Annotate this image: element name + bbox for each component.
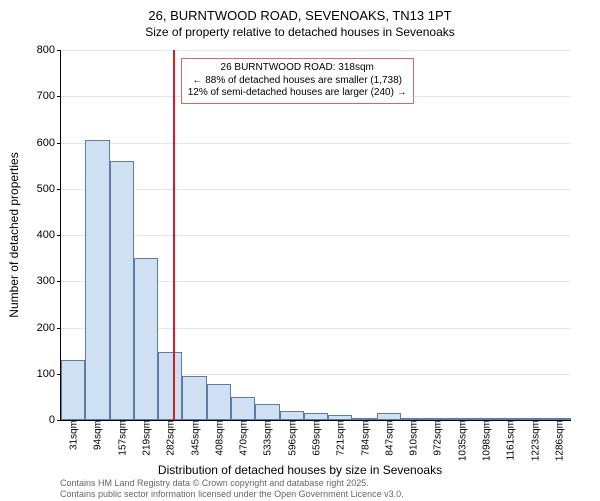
histogram-bar [304,413,328,420]
histogram-bar [182,376,206,420]
x-tick-label: 345sqm [188,420,201,456]
y-tick-label: 100 [37,368,61,380]
x-tick-label: 847sqm [382,420,395,456]
x-tick-label: 282sqm [164,420,177,456]
histogram-bar [158,352,182,420]
histogram-bar [231,397,255,420]
chart-container: 26, BURNTWOOD ROAD, SEVENOAKS, TN13 1PT … [0,0,600,500]
grid-line [61,50,571,51]
marker-line [173,50,175,420]
x-tick-label: 596sqm [285,420,298,456]
histogram-bar [110,161,134,420]
histogram-bar [85,140,109,420]
x-tick-label: 157sqm [115,420,128,456]
y-tick-label: 800 [37,44,61,56]
y-tick-label: 700 [37,90,61,102]
histogram-bar [61,360,85,420]
grid-line [61,235,571,236]
x-tick-label: 1098sqm [480,420,493,461]
x-tick-label: 470sqm [237,420,250,456]
y-tick-label: 400 [37,229,61,241]
x-tick-label: 1223sqm [528,420,541,461]
x-tick-label: 31sqm [67,420,80,450]
y-axis-title: Number of detached properties [7,152,21,317]
y-tick-label: 200 [37,322,61,334]
x-tick-label: 784sqm [358,420,371,456]
y-tick-label: 500 [37,183,61,195]
y-tick-label: 0 [49,414,61,426]
histogram-bar [280,411,304,420]
histogram-bar [377,413,401,420]
x-tick-label: 1286sqm [552,420,565,461]
x-tick-label: 219sqm [140,420,153,456]
histogram-bar [255,404,279,420]
annotation-line: 26 BURNTWOOD ROAD: 318sqm [188,62,407,75]
x-tick-label: 533sqm [261,420,274,456]
x-tick-label: 972sqm [431,420,444,456]
footer-line-2: Contains public sector information licen… [60,489,404,500]
footer-text: Contains HM Land Registry data © Crown c… [60,478,404,501]
chart-subtitle: Size of property relative to detached ho… [0,25,600,39]
y-tick-label: 300 [37,275,61,287]
x-tick-label: 408sqm [212,420,225,456]
x-tick-label: 1035sqm [455,420,468,461]
annotation-line: ← 88% of detached houses are smaller (1,… [188,75,407,88]
histogram-bar [134,258,158,420]
x-tick-label: 659sqm [310,420,323,456]
x-tick-label: 721sqm [334,420,347,456]
grid-line [61,143,571,144]
histogram-bar [207,384,231,420]
grid-line [61,189,571,190]
annotation-box: 26 BURNTWOOD ROAD: 318sqm← 88% of detach… [181,58,414,104]
x-tick-label: 1161sqm [504,420,517,460]
x-tick-label: 94sqm [91,420,104,450]
chart-title: 26, BURNTWOOD ROAD, SEVENOAKS, TN13 1PT [0,0,600,25]
footer-line-1: Contains HM Land Registry data © Crown c… [60,478,404,489]
x-tick-label: 910sqm [407,420,420,456]
plot-area: 010020030040050060070080031sqm94sqm157sq… [60,50,571,421]
annotation-line: 12% of semi-detached houses are larger (… [188,87,407,100]
y-tick-label: 600 [37,137,61,149]
x-axis-title: Distribution of detached houses by size … [158,463,442,477]
